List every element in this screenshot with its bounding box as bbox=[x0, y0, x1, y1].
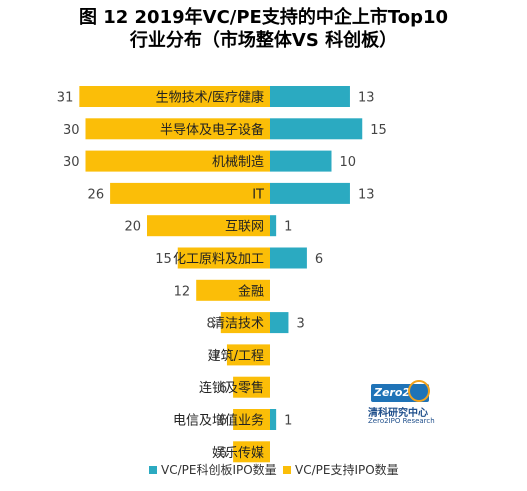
value-label-kcb-7: 3 bbox=[296, 317, 304, 332]
category-label-0: 生物技术/医疗健康 bbox=[156, 90, 264, 106]
value-label-total-10: 6 bbox=[219, 414, 227, 429]
chart-title-line1: 图 12 2019年VC/PE支持的中企上市Top10 bbox=[78, 7, 449, 28]
value-label-total-4: 20 bbox=[124, 220, 141, 235]
bar-kcb-10 bbox=[270, 409, 277, 430]
bar-kcb-5 bbox=[270, 247, 307, 269]
value-label-total-0: 31 bbox=[57, 91, 74, 106]
bar-total-10 bbox=[233, 409, 270, 430]
category-label-8: 建筑/工程 bbox=[208, 348, 264, 364]
bar-total-2 bbox=[85, 150, 270, 172]
value-label-total-11: 6 bbox=[219, 446, 227, 461]
bar-total-7 bbox=[220, 312, 270, 334]
category-label-11: 娱乐传媒 bbox=[212, 446, 264, 461]
logo-en-text: Zero2IPO Research bbox=[368, 417, 435, 425]
value-label-kcb-2: 10 bbox=[340, 155, 357, 170]
bar-kcb-2 bbox=[270, 150, 332, 172]
value-label-total-7: 8 bbox=[207, 317, 215, 332]
value-label-total-3: 26 bbox=[88, 187, 105, 202]
logo-circle-icon bbox=[408, 380, 430, 402]
value-label-kcb-0: 13 bbox=[358, 91, 375, 106]
bar-total-11 bbox=[233, 441, 270, 463]
bar-total-4 bbox=[147, 215, 270, 237]
legend-label-kcb: VC/PE科创板IPO数量 bbox=[161, 462, 277, 477]
category-label-3: IT bbox=[252, 187, 264, 202]
bar-kcb-1 bbox=[270, 118, 363, 140]
chart-title-line2: 行业分布（市场整体VS 科创板） bbox=[129, 30, 398, 51]
value-label-kcb-10: 1 bbox=[284, 414, 292, 429]
bar-total-9 bbox=[233, 376, 270, 398]
zero2ipo-logo: Zero2 清科研究中心 Zero2IPO Research bbox=[368, 380, 462, 428]
value-label-total-5: 15 bbox=[155, 252, 172, 267]
bar-kcb-7 bbox=[270, 312, 289, 334]
bar-total-1 bbox=[85, 118, 270, 140]
category-label-9: 连锁及零售 bbox=[199, 380, 264, 396]
category-label-5: 化工原料及加工 bbox=[173, 252, 264, 267]
category-label-1: 半导体及电子设备 bbox=[160, 122, 264, 138]
bar-total-8 bbox=[226, 344, 270, 366]
category-label-2: 机械制造 bbox=[212, 155, 264, 170]
logo-cn-text: 清科研究中心 bbox=[368, 408, 428, 419]
value-label-total-2: 30 bbox=[63, 155, 80, 170]
category-label-10: 电信及增值业务 bbox=[173, 413, 264, 429]
value-label-total-8: 7 bbox=[213, 349, 221, 364]
legend-swatch-total bbox=[283, 466, 291, 474]
category-label-4: 互联网 bbox=[225, 220, 264, 235]
value-label-total-1: 30 bbox=[63, 123, 80, 138]
legend-swatch-kcb bbox=[149, 466, 157, 474]
category-label-7: 清洁技术 bbox=[212, 317, 264, 332]
value-label-total-6: 12 bbox=[174, 284, 191, 299]
legend-label-total: VC/PE支持IPO数量 bbox=[295, 462, 399, 477]
bar-total-0 bbox=[79, 86, 270, 107]
bar-total-6 bbox=[196, 279, 270, 301]
category-label-6: 金融 bbox=[238, 283, 264, 299]
bar-kcb-4 bbox=[270, 215, 277, 237]
bar-kcb-3 bbox=[270, 182, 350, 204]
bar-total-3 bbox=[110, 182, 270, 204]
chart-title: 图 12 2019年VC/PE支持的中企上市Top10 行业分布（市场整体VS … bbox=[0, 6, 527, 52]
bar-kcb-0 bbox=[270, 86, 350, 107]
value-label-kcb-4: 1 bbox=[284, 220, 292, 235]
bar-total-5 bbox=[177, 247, 270, 269]
value-label-total-9: 6 bbox=[219, 381, 227, 396]
value-label-kcb-5: 6 bbox=[315, 252, 323, 267]
value-label-kcb-3: 13 bbox=[358, 187, 375, 202]
value-label-kcb-1: 15 bbox=[370, 123, 387, 138]
